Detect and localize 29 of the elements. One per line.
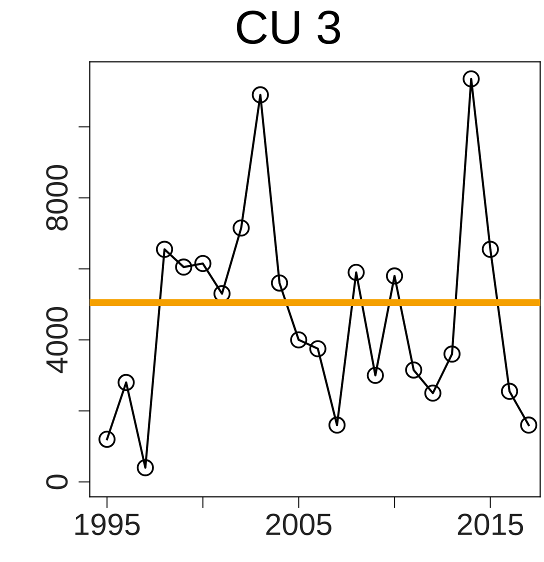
point xyxy=(520,416,538,434)
point xyxy=(328,416,346,434)
point xyxy=(290,331,308,348)
x-tick-label: 2005 xyxy=(266,514,332,536)
point xyxy=(270,274,288,292)
point xyxy=(348,264,365,281)
point xyxy=(386,267,404,284)
point xyxy=(424,384,442,402)
point xyxy=(156,240,174,258)
y-tick-label: 4000 xyxy=(46,307,68,374)
chart-title: CU 3 xyxy=(236,10,340,44)
point xyxy=(98,430,116,448)
point xyxy=(232,219,250,237)
point xyxy=(405,361,422,379)
point xyxy=(462,70,480,88)
point xyxy=(500,382,518,400)
x-tick-label: 1995 xyxy=(75,514,140,536)
x-tick-label: 2015 xyxy=(458,514,524,536)
point xyxy=(118,374,135,392)
point xyxy=(175,258,192,276)
point xyxy=(194,254,212,272)
y-tick-label: 0 xyxy=(46,474,68,490)
y-tick-label: 8000 xyxy=(46,165,68,230)
point xyxy=(366,366,384,384)
point xyxy=(252,86,269,104)
point xyxy=(136,459,154,476)
point xyxy=(482,240,499,258)
point xyxy=(309,340,326,358)
point xyxy=(443,346,461,363)
